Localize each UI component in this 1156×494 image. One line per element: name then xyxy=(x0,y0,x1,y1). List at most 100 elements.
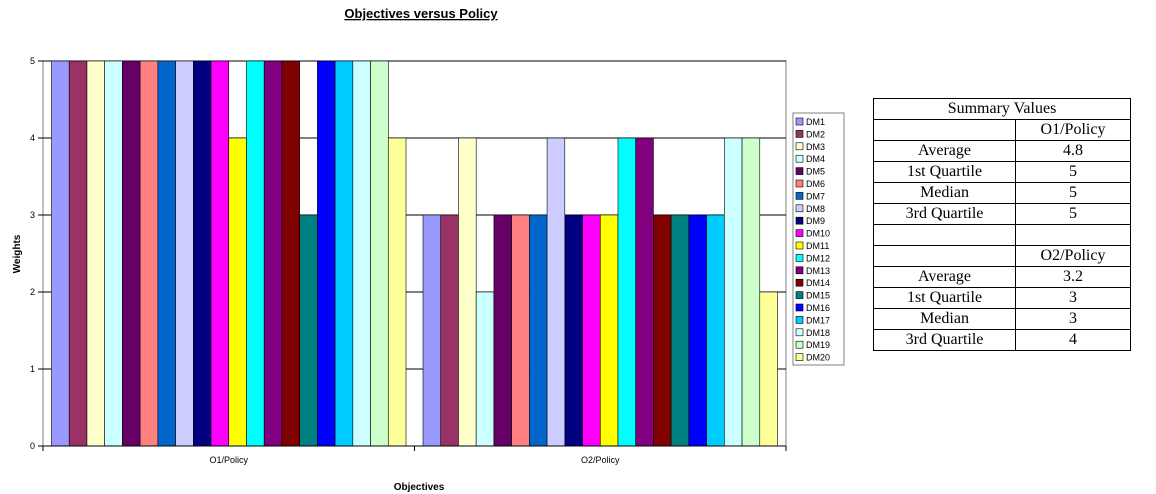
summary-row-name: Median xyxy=(873,182,1016,204)
legend-swatch xyxy=(795,340,804,349)
legend-swatch xyxy=(795,179,804,188)
bar-dm16 xyxy=(688,214,707,447)
summary-header-row: Summary Values xyxy=(873,98,1131,120)
bar-dm15 xyxy=(299,214,318,447)
summary-row-value: 5 xyxy=(1015,182,1131,204)
legend-label: DM15 xyxy=(806,291,830,301)
legend-swatch xyxy=(795,216,804,225)
summary-row-value: 4 xyxy=(1015,329,1131,351)
legend-swatch xyxy=(795,303,804,312)
bar-dm15 xyxy=(670,214,690,447)
x-tick-label: O1/Policy xyxy=(209,455,248,465)
legend-swatch xyxy=(795,192,804,200)
legend-label: DM8 xyxy=(806,204,825,214)
summary-row-value: 5 xyxy=(1015,161,1131,183)
legend-label: DM18 xyxy=(806,328,830,338)
legend-swatch xyxy=(795,241,804,250)
legend-label: DM17 xyxy=(806,315,830,325)
legend-swatch xyxy=(795,117,804,126)
y-tick-label: 3 xyxy=(30,210,35,220)
summary-row-name: Average xyxy=(873,140,1016,162)
legend-label: DM13 xyxy=(806,266,830,276)
legend-swatch xyxy=(795,291,804,299)
summary-row-name: Median xyxy=(873,308,1016,330)
legend-label: DM2 xyxy=(806,129,825,139)
y-tick-label: 2 xyxy=(30,287,35,297)
summary-row-value: 3 xyxy=(1015,287,1131,309)
bar-dm6 xyxy=(139,60,159,447)
summary-row-value: 3 xyxy=(1015,308,1131,330)
bar-dm12 xyxy=(617,137,636,447)
bar-dm8 xyxy=(175,60,194,447)
summary-row-name: 3rd Quartile xyxy=(873,329,1016,351)
bar-dm7 xyxy=(529,214,548,447)
y-tick-label: 0 xyxy=(30,441,35,451)
bar-dm13 xyxy=(263,60,283,447)
bar-dm4 xyxy=(104,60,123,447)
bar-dm19 xyxy=(741,137,761,447)
legend-label: DM1 xyxy=(806,117,825,127)
bar-dm9 xyxy=(564,214,583,447)
summary-row-value: 4.8 xyxy=(1015,140,1131,162)
legend-label: DM11 xyxy=(806,241,829,251)
summary-block-header-row: O1/Policy xyxy=(873,119,1131,141)
bar-dm12 xyxy=(246,60,265,447)
x-tick-label: O2/Policy xyxy=(581,455,620,465)
summary-row: Median 3 xyxy=(873,308,1131,330)
bar-dm9 xyxy=(193,60,212,447)
legend-swatch xyxy=(795,204,804,213)
legend-swatch xyxy=(795,328,804,337)
bar-dm6 xyxy=(511,214,530,447)
summary-row: Average 4.8 xyxy=(873,140,1131,162)
summary-row-name: 1st Quartile xyxy=(873,287,1016,309)
legend-label: DM14 xyxy=(806,278,830,288)
summary-row: 1st Quartile 3 xyxy=(873,287,1131,309)
bar-dm5 xyxy=(493,214,512,447)
legend-swatch xyxy=(795,130,804,138)
legend-swatch xyxy=(795,316,804,324)
bar-dm10 xyxy=(210,60,230,447)
bar-dm10 xyxy=(582,214,601,447)
bar-dm20 xyxy=(759,291,778,447)
bar-dm8 xyxy=(546,137,566,447)
legend-label: DM7 xyxy=(806,191,825,201)
summary-block-label: O1/Policy xyxy=(1015,119,1131,141)
bar-dm1 xyxy=(422,214,442,447)
legend-label: DM12 xyxy=(806,253,830,263)
legend-swatch xyxy=(795,229,804,237)
bar-dm18 xyxy=(724,137,743,447)
summary-row-name: 1st Quartile xyxy=(873,161,1016,183)
bar-dm19 xyxy=(370,60,389,447)
summary-row: 3rd Quartile 4 xyxy=(873,329,1131,351)
bar-dm5 xyxy=(122,60,141,447)
bar-dm2 xyxy=(68,60,88,447)
bar-dm18 xyxy=(352,60,371,447)
bar-dm14 xyxy=(653,214,672,447)
legend-swatch xyxy=(795,154,804,163)
summary-block-header-row: O2/Policy xyxy=(873,245,1131,267)
legend-label: DM3 xyxy=(806,142,825,152)
y-tick-label: 1 xyxy=(30,364,35,374)
summary-row: 3rd Quartile 5 xyxy=(873,203,1131,225)
bar-dm3 xyxy=(458,137,477,447)
legend-label: DM10 xyxy=(806,229,830,239)
legend-label: DM19 xyxy=(806,340,830,350)
bar-dm3 xyxy=(86,60,105,447)
legend-label: DM5 xyxy=(806,167,825,177)
legend-label: DM16 xyxy=(806,303,830,313)
bar-dm7 xyxy=(157,60,176,447)
legend-label: DM20 xyxy=(806,353,830,363)
bar-dm2 xyxy=(440,214,459,447)
bar-dm13 xyxy=(635,137,654,447)
summary-row-name: Average xyxy=(873,266,1016,288)
bar-dm17 xyxy=(334,60,354,447)
summary-row-name: 3rd Quartile xyxy=(873,203,1016,225)
legend-swatch xyxy=(795,266,804,275)
summary-block-label: O2/Policy xyxy=(1015,245,1131,267)
legend-label: DM4 xyxy=(806,154,825,164)
summary-row: Median 5 xyxy=(873,182,1131,204)
legend-swatch xyxy=(795,353,804,361)
summary-header: Summary Values xyxy=(873,98,1131,120)
legend-label: DM6 xyxy=(806,179,825,189)
summary-row-value: 5 xyxy=(1015,203,1131,225)
